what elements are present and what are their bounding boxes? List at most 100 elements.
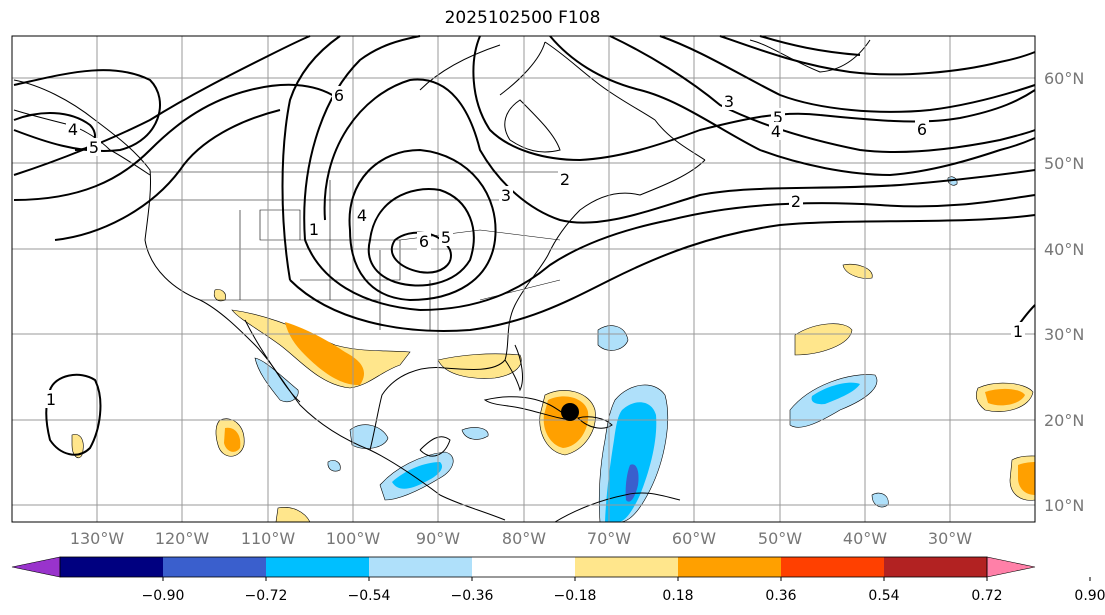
coast-yucatan	[419, 436, 451, 457]
fill-orange-east-1	[985, 388, 1025, 406]
fill-positive-small-2	[71, 434, 84, 459]
colorbar-extend-max	[986, 556, 1036, 578]
coast-hudson	[504, 99, 561, 153]
colorbar-segment	[781, 557, 885, 577]
colorbar-segment	[60, 557, 164, 577]
fill-cyan-caribbean	[605, 402, 657, 522]
coast-alaska	[13, 109, 151, 176]
colorbar-tick-label: −0.18	[554, 588, 597, 604]
lat-tick-label: 20°N	[1044, 411, 1084, 430]
colorbar-tick-label: 0.18	[662, 588, 693, 604]
map-title: 2025102500 F108	[444, 8, 601, 28]
contour-label: 6	[419, 232, 429, 251]
colorbar-tick-label: −0.36	[451, 588, 494, 604]
lon-tick-label: 110°W	[241, 529, 296, 548]
lat-tick-label: 50°N	[1044, 154, 1084, 173]
colorbar-segment	[678, 557, 782, 577]
contour-7	[281, 35, 1036, 332]
coast-south-america	[554, 492, 681, 523]
longitude-tick-labels: 130°W 120°W 110°W 100°W 90°W 80°W 70°W 60°W 50°W…	[70, 529, 972, 548]
colorbar-tick-label: −0.72	[245, 588, 288, 604]
fill-negative-baja	[254, 357, 299, 402]
colorbar-segment	[369, 557, 473, 577]
fill-cyan-atlantic-4	[811, 382, 860, 405]
contour-label: 6	[334, 86, 344, 105]
lat-tick-label: 60°N	[1044, 69, 1084, 88]
lon-tick-label: 30°W	[928, 529, 972, 548]
colorbar-segment	[163, 557, 267, 577]
colorbar-segment	[884, 557, 988, 577]
contour-15	[609, 35, 1036, 153]
contour-trough-5	[303, 35, 421, 311]
contour-label: 1	[46, 390, 56, 409]
height-contours	[13, 35, 1036, 456]
colorbar-segment	[472, 557, 576, 577]
colorbar-tick-label: −0.54	[348, 588, 391, 604]
contour-label: 4	[771, 122, 781, 141]
contour-label: 5	[773, 108, 783, 127]
lat-tick-label: 40°N	[1044, 240, 1084, 259]
contour-trough-6	[419, 194, 1036, 311]
lon-tick-label: 130°W	[70, 529, 125, 548]
fill-orange-gulf	[285, 322, 365, 386]
lon-tick-label: 70°W	[587, 529, 631, 548]
contour-labels: 6 4 5 1 4 6 5 3 2 3 5 4 6 2 1 1	[44, 86, 1025, 409]
contour-label: 4	[68, 120, 78, 139]
coast-hispaniola	[577, 416, 613, 429]
coast-florida	[504, 344, 523, 392]
lat-lon-grid	[12, 36, 1035, 522]
colorbar-extend-min	[11, 556, 61, 578]
lat-tick-label: 10°N	[1044, 496, 1084, 515]
colorbar-segment	[575, 557, 679, 577]
colorbar-tick-label: 0.54	[868, 588, 899, 604]
contour-17	[719, 35, 1036, 76]
colorbar-segment	[266, 557, 370, 577]
fill-negative-small-3	[461, 427, 489, 440]
contour-18	[759, 35, 861, 56]
contour-label: 5	[441, 228, 451, 247]
coast-gulf	[369, 159, 706, 451]
fill-cyan-central-am	[392, 462, 443, 489]
contour-11	[13, 69, 161, 152]
coast-baja	[244, 319, 301, 403]
contour-label: 3	[724, 92, 734, 111]
colorbar-tick-label: 0.90	[1074, 588, 1105, 604]
lon-tick-label: 100°W	[326, 529, 381, 548]
colorbar-tick-label: −0.90	[142, 588, 185, 604]
contour-13	[472, 35, 1036, 162]
contour-trough-4	[323, 78, 1036, 224]
contour-label: 4	[357, 206, 367, 225]
colorbar-outline	[59, 556, 988, 578]
lat-tick-label: 30°N	[1044, 325, 1084, 344]
lon-tick-label: 40°W	[843, 529, 887, 548]
contour-10	[54, 109, 281, 241]
lon-tick-label: 50°W	[758, 529, 802, 548]
contour-label: 5	[89, 138, 99, 157]
colorbar-tick-label: 0.72	[971, 588, 1002, 604]
fill-positive-florida	[437, 353, 522, 379]
fill-orange-mexico	[224, 427, 241, 452]
contour-label: 6	[917, 120, 927, 139]
coast-west-north-america	[13, 79, 506, 521]
contour-trough-3	[348, 148, 497, 302]
lon-tick-label: 60°W	[672, 529, 716, 548]
colorbar-tick-label: 0.36	[765, 588, 796, 604]
fill-orange-east-2	[1018, 462, 1035, 495]
fill-blue-caribbean	[625, 464, 639, 502]
lon-tick-label: 90°W	[416, 529, 460, 548]
contour-label: 1	[309, 220, 319, 239]
storm-center-marker	[561, 403, 579, 421]
contour-8	[13, 35, 311, 176]
contour-label: 1	[1013, 322, 1023, 341]
contour-low-west	[45, 373, 102, 456]
fill-negative-atlantic-3	[597, 325, 629, 351]
contour-label: 3	[501, 186, 511, 205]
coast-canada-east	[419, 41, 706, 161]
contour-label: 2	[791, 192, 801, 211]
contour-9	[13, 83, 341, 201]
latitude-tick-labels: 60°N 50°N 40°N 30°N 20°N 10°N	[1044, 69, 1084, 515]
contour-label: 2	[560, 170, 570, 189]
contour-16	[659, 35, 1036, 113]
coast-greenland	[749, 39, 871, 73]
